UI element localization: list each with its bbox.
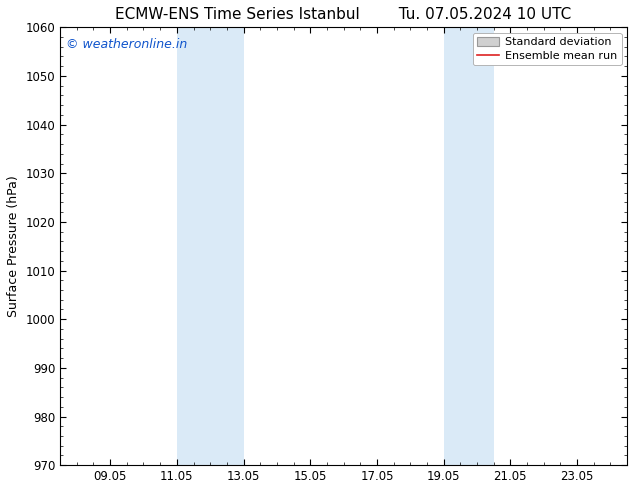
Legend: Standard deviation, Ensemble mean run: Standard deviation, Ensemble mean run <box>472 33 621 65</box>
Bar <box>444 27 494 465</box>
Text: © weatheronline.in: © weatheronline.in <box>66 38 187 51</box>
Title: ECMW-ENS Time Series Istanbul        Tu. 07.05.2024 10 UTC: ECMW-ENS Time Series Istanbul Tu. 07.05.… <box>115 7 572 22</box>
Bar <box>177 27 243 465</box>
Y-axis label: Surface Pressure (hPa): Surface Pressure (hPa) <box>7 175 20 317</box>
